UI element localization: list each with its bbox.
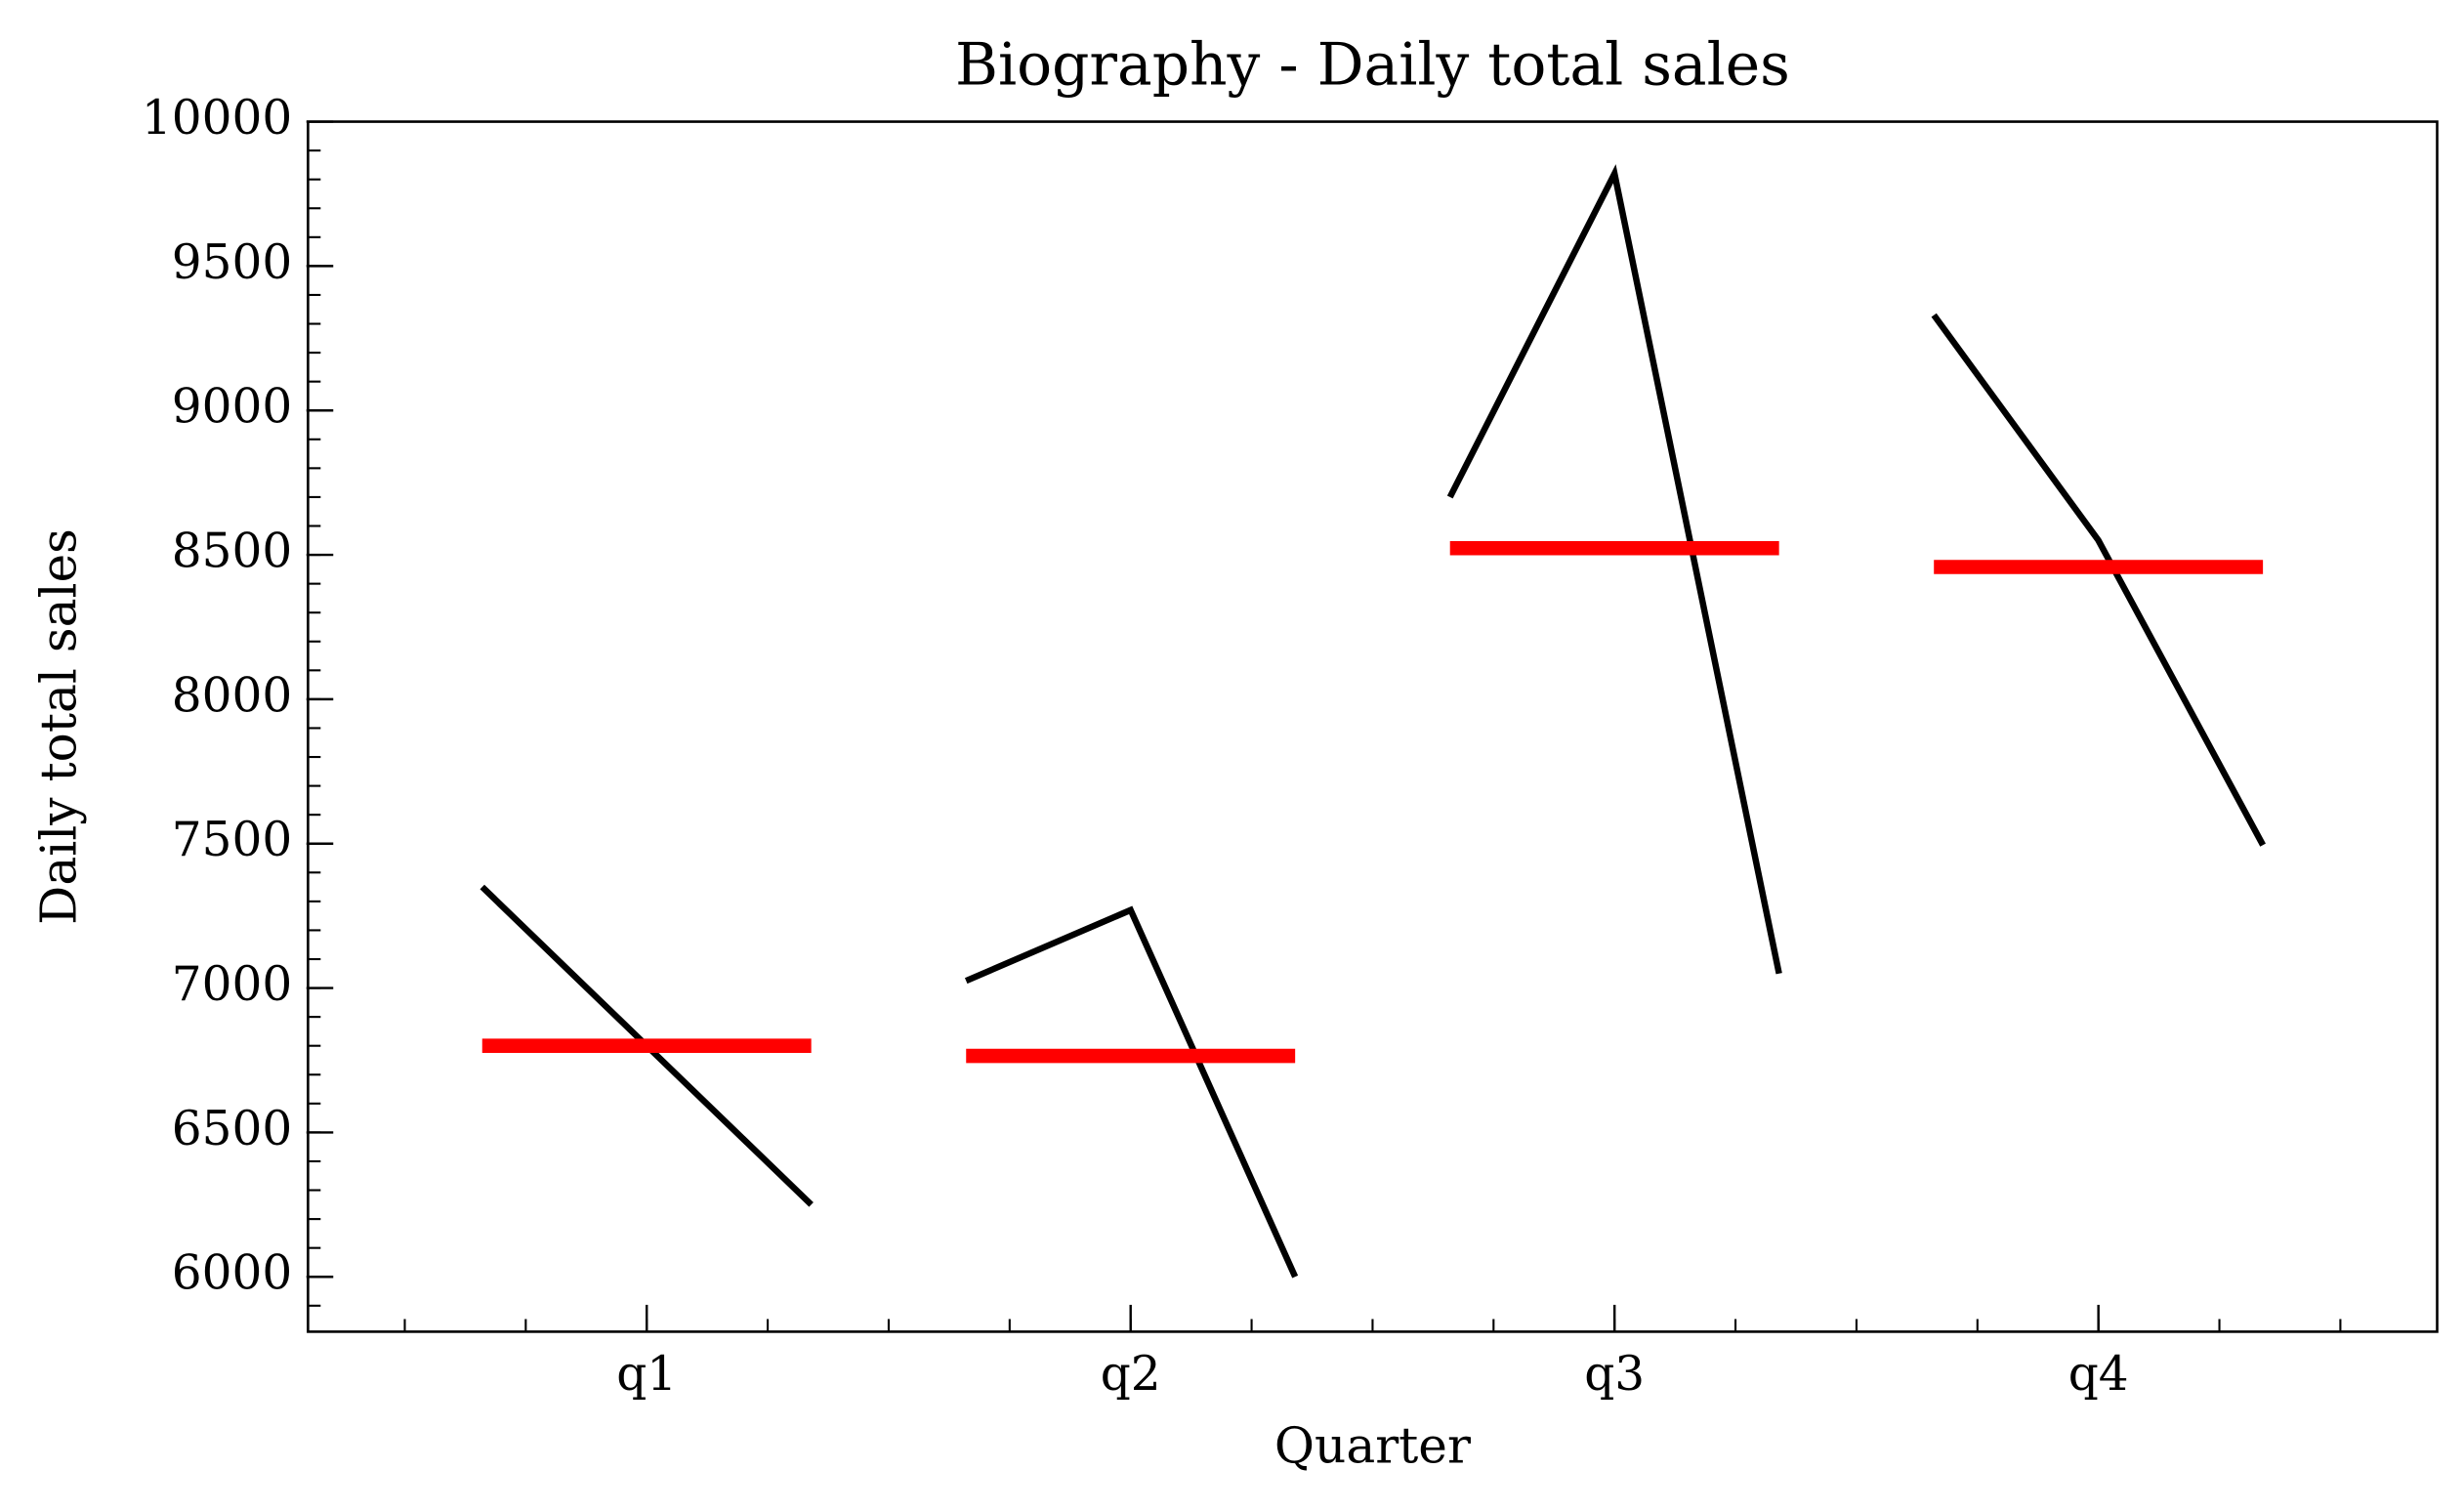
subseries-line [1446,164,1782,975]
x-tick-label: q4 [2068,1347,2129,1402]
x-tick-label: q1 [616,1347,677,1402]
y-tick-label: 7000 [172,957,292,1012]
x-tick-label: q3 [1584,1347,1645,1402]
y-tick-label: 10000 [142,91,292,146]
y-tick-label: 6500 [172,1102,292,1156]
subseries-line [964,905,1299,1279]
plot-frame [307,120,2439,1333]
y-tick-label: 8500 [172,525,292,579]
y-tick-label: 7500 [172,813,292,867]
subseries-line [1931,313,2266,847]
y-tick-label: 6000 [172,1246,292,1301]
y-tick-label: 9500 [172,235,292,290]
chart-title: Biography - Daily total sales [955,31,1790,100]
y-tick-label: 8000 [172,668,292,723]
x-axis-label: Quarter [1274,1417,1471,1475]
y-tick-label: 9000 [172,380,292,435]
x-tick-label: q2 [1101,1347,1161,1402]
y-axis-label: Daily total sales [30,528,88,925]
